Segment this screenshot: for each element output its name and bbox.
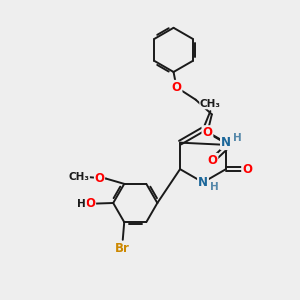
- Text: CH₃: CH₃: [200, 99, 221, 109]
- Text: N: N: [198, 176, 208, 189]
- Text: N: N: [221, 136, 231, 149]
- Text: H: H: [77, 199, 86, 209]
- Text: O: O: [202, 126, 212, 139]
- Text: O: O: [85, 197, 95, 210]
- Text: Br: Br: [115, 242, 130, 255]
- Text: O: O: [172, 81, 182, 94]
- Text: H: H: [233, 133, 242, 143]
- Text: CH₃: CH₃: [68, 172, 89, 182]
- Text: O: O: [242, 163, 252, 176]
- Text: O: O: [207, 154, 218, 167]
- Text: H: H: [210, 182, 219, 192]
- Text: O: O: [94, 172, 104, 185]
